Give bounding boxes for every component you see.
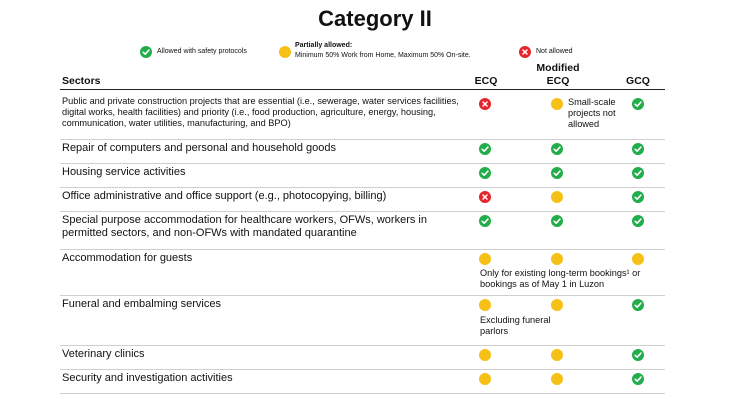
check-icon [632, 299, 644, 311]
table-row: Veterinary clinics [60, 345, 665, 370]
header-mecq-line1: Modified [536, 62, 580, 74]
row-note: parlors [480, 326, 509, 336]
legend-allowed-label: Allowed with safety protocols [157, 48, 247, 55]
x-icon [479, 191, 491, 203]
partial-dot-icon [479, 299, 491, 311]
check-icon [632, 143, 644, 155]
partial-dot-icon [551, 191, 563, 203]
check-icon [551, 143, 563, 155]
check-icon [632, 349, 644, 361]
legend-partial-desc: Minimum 50% Work from Home, Maximum 50% … [295, 52, 471, 59]
partial-dot-icon [551, 373, 563, 385]
partial-dot-icon [632, 253, 644, 265]
sector-label: Public and private construction projects… [62, 96, 459, 128]
check-icon [632, 98, 644, 110]
legend-partial-title: Partially allowed: [295, 42, 353, 49]
table-row: Accommodation for guests Only for existin… [60, 249, 665, 296]
check-icon [140, 46, 152, 58]
partial-dot-icon [479, 349, 491, 361]
header-ecq: ECQ [474, 75, 498, 87]
sector-label: Special purpose accommodation for health… [62, 214, 427, 239]
table-row: Public and private construction projects… [60, 90, 665, 140]
partial-dot-icon [479, 373, 491, 385]
sector-label: Veterinary clinics [62, 348, 145, 360]
check-icon [632, 167, 644, 179]
table-row: Housing service activities [60, 163, 665, 188]
table-row: Special purpose accommodation for health… [60, 211, 665, 250]
partial-dot-icon [551, 299, 563, 311]
check-icon [551, 167, 563, 179]
row-note: Excluding funeral [480, 315, 551, 325]
header-sectors: Sectors [62, 75, 101, 87]
sector-label: Housing service activities [62, 166, 186, 178]
partial-dot-icon [479, 253, 491, 265]
check-icon [479, 215, 491, 227]
x-icon [479, 98, 491, 110]
partial-dot-icon [279, 46, 291, 58]
partial-dot-icon [551, 98, 563, 110]
partial-dot-icon [551, 349, 563, 361]
check-icon [632, 215, 644, 227]
table-row: Office administrative and office support… [60, 187, 665, 212]
sector-label: Repair of computers and personal and hou… [62, 142, 336, 154]
partial-dot-icon [551, 253, 563, 265]
check-icon [632, 191, 644, 203]
row-note: Small-scale [568, 97, 616, 107]
table-row: Security and investigation activities [60, 369, 665, 394]
sector-label: Security and investigation activities [62, 372, 233, 384]
row-note: allowed [568, 119, 600, 129]
row-note: bookings as of May 1 in Luzon [480, 279, 605, 289]
table-row: Repair of computers and personal and hou… [60, 139, 665, 164]
row-note: projects not [568, 108, 616, 118]
x-icon [519, 46, 531, 58]
page-title: Category II [318, 6, 432, 31]
check-icon [479, 167, 491, 179]
header-mecq-line2: ECQ [546, 75, 570, 87]
header-divider [60, 89, 665, 90]
table-row: Funeral and embalming services Excluding … [60, 295, 665, 346]
sector-label: Office administrative and office support… [62, 190, 387, 202]
check-icon [479, 143, 491, 155]
row-note: Only for existing long-term bookings¹ or [480, 268, 641, 278]
sector-label: Accommodation for guests [62, 252, 193, 264]
header-gcq: GCQ [626, 75, 650, 87]
legend-not-allowed-label: Not allowed [536, 48, 573, 55]
check-icon [551, 215, 563, 227]
check-icon [632, 373, 644, 385]
sector-label: Funeral and embalming services [62, 298, 221, 310]
